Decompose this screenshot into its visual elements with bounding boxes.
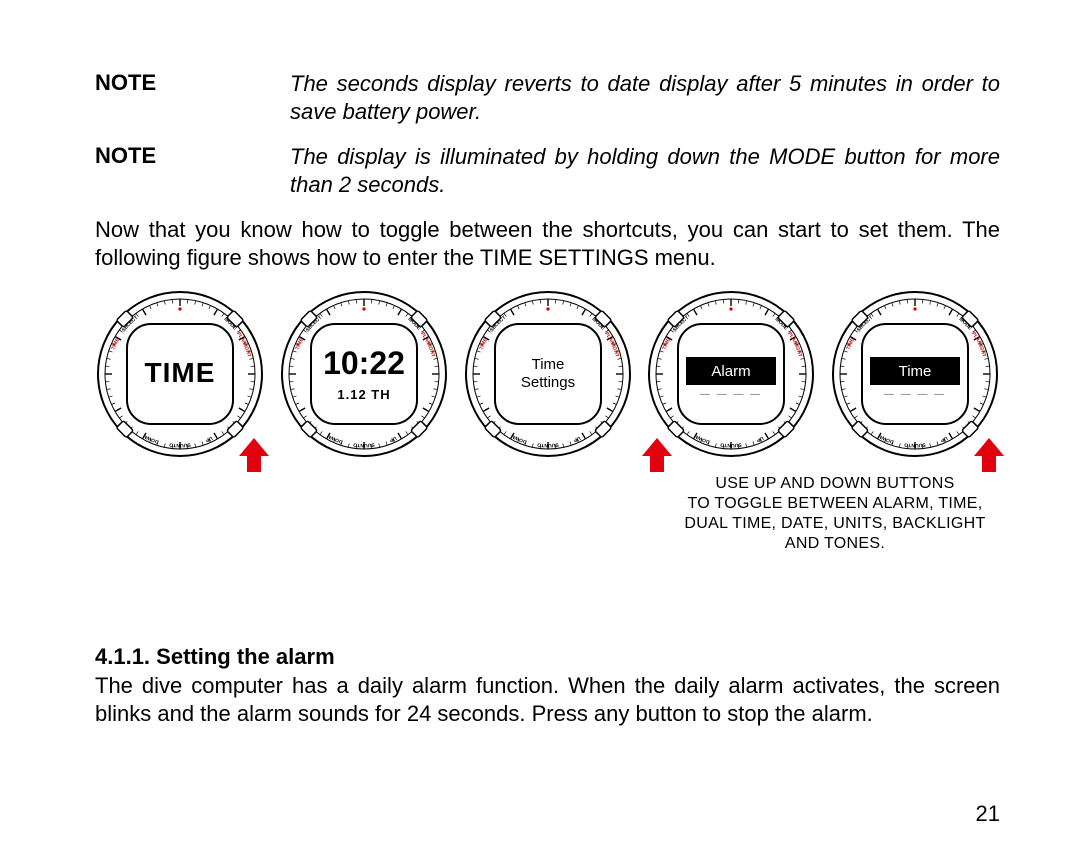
watch-item: SELECTMODEDOWNUPSUUNTOPLANLIGHTTIMETimeS… — [463, 289, 633, 464]
note-text: The display is illuminated by holding do… — [290, 143, 1000, 198]
watch-item: SELECTMODEDOWNUPSUUNTOPLANLIGHTTIME10:22… — [279, 289, 449, 464]
note-label: NOTE — [95, 70, 290, 96]
svg-text:Time: Time — [531, 356, 564, 373]
arrow-icon — [974, 438, 1004, 472]
svg-text:1.12 TH: 1.12 TH — [337, 387, 390, 402]
svg-text:— — — —: — — — — — [700, 389, 762, 400]
watch-figure-row: SELECTMODEDOWNUPSUUNTOPLANLIGHTTIMETIME … — [95, 289, 1000, 464]
svg-text:TIME: TIME — [145, 357, 216, 388]
watch-item: SELECTMODEDOWNUPSUUNTOPLANLIGHTTIMEAlarm… — [646, 289, 816, 464]
callout-line: TO TOGGLE BETWEEN ALARM, TIME, — [660, 494, 1010, 514]
callout-text: USE UP AND DOWN BUTTONS TO TOGGLE BETWEE… — [660, 474, 1010, 554]
watch-svg: SELECTMODEDOWNUPSUUNTOPLANLIGHTTIME10:22… — [279, 289, 449, 459]
note-text: The seconds display reverts to date disp… — [290, 70, 1000, 125]
watch-svg: SELECTMODEDOWNUPSUUNTOPLANLIGHTTIMETimeS… — [463, 289, 633, 459]
arrow-icon — [239, 438, 269, 472]
svg-text:— — — —: — — — — — [884, 389, 946, 400]
arrow-icon — [642, 438, 672, 472]
intro-paragraph: Now that you know how to toggle between … — [95, 216, 1000, 271]
svg-text:Settings: Settings — [520, 374, 574, 391]
watch-item: SELECTMODEDOWNUPSUUNTOPLANLIGHTTIMETime—… — [830, 289, 1000, 464]
section-heading: 4.1.1. Setting the alarm — [95, 644, 1000, 670]
svg-text:Time: Time — [899, 363, 932, 380]
watch-svg: SELECTMODEDOWNUPSUUNTOPLANLIGHTTIMEAlarm… — [646, 289, 816, 459]
note-label: NOTE — [95, 143, 290, 169]
callout-line: DUAL TIME, DATE, UNITS, BACKLIGHT — [660, 514, 1010, 534]
watch-svg: SELECTMODEDOWNUPSUUNTOPLANLIGHTTIMETIME — [95, 289, 265, 459]
watch-svg: SELECTMODEDOWNUPSUUNTOPLANLIGHTTIMETime—… — [830, 289, 1000, 459]
svg-text:Alarm: Alarm — [712, 363, 751, 380]
page-number: 21 — [976, 801, 1000, 827]
callout-line: USE UP AND DOWN BUTTONS — [660, 474, 1010, 494]
svg-text:10:22: 10:22 — [323, 345, 405, 381]
watch-item: SELECTMODEDOWNUPSUUNTOPLANLIGHTTIMETIME — [95, 289, 265, 464]
section-body: The dive computer has a daily alarm func… — [95, 672, 1000, 727]
callout-line: AND TONES. — [660, 534, 1010, 554]
